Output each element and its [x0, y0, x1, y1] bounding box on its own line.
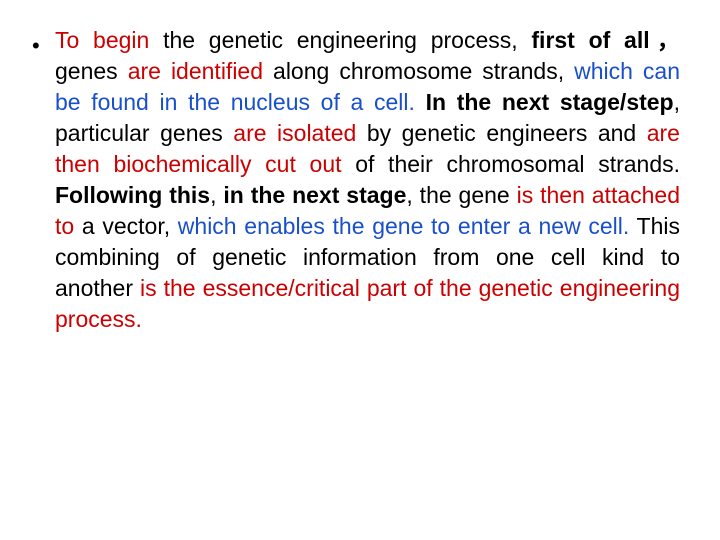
text-segment: which enables the gene to enter a new ce…: [178, 213, 629, 239]
text-segment: is the essence/critical part of the gene…: [55, 275, 680, 332]
bullet-marker: •: [32, 33, 40, 59]
slide-paragraph: To begin the genetic engineering process…: [55, 25, 680, 335]
text-segment: , the gene: [406, 182, 516, 208]
text-segment: Following this: [55, 182, 210, 208]
text-segment: the genetic engineering process,: [149, 27, 531, 53]
text-segment: along chromosome strands,: [263, 58, 574, 84]
text-segment: ,: [210, 182, 223, 208]
text-segment: by genetic engineers and: [356, 120, 646, 146]
text-segment: In the next stage/step: [415, 89, 674, 115]
text-segment: of their chromosomal strands.: [342, 151, 681, 177]
text-segment: To begin: [55, 27, 149, 53]
text-segment: in the next stage: [223, 182, 406, 208]
text-segment: a vector,: [74, 213, 178, 239]
text-segment: are identified: [128, 58, 263, 84]
text-segment: genes: [55, 58, 128, 84]
text-segment: first of all，: [531, 27, 680, 53]
text-segment: are isolated: [233, 120, 356, 146]
